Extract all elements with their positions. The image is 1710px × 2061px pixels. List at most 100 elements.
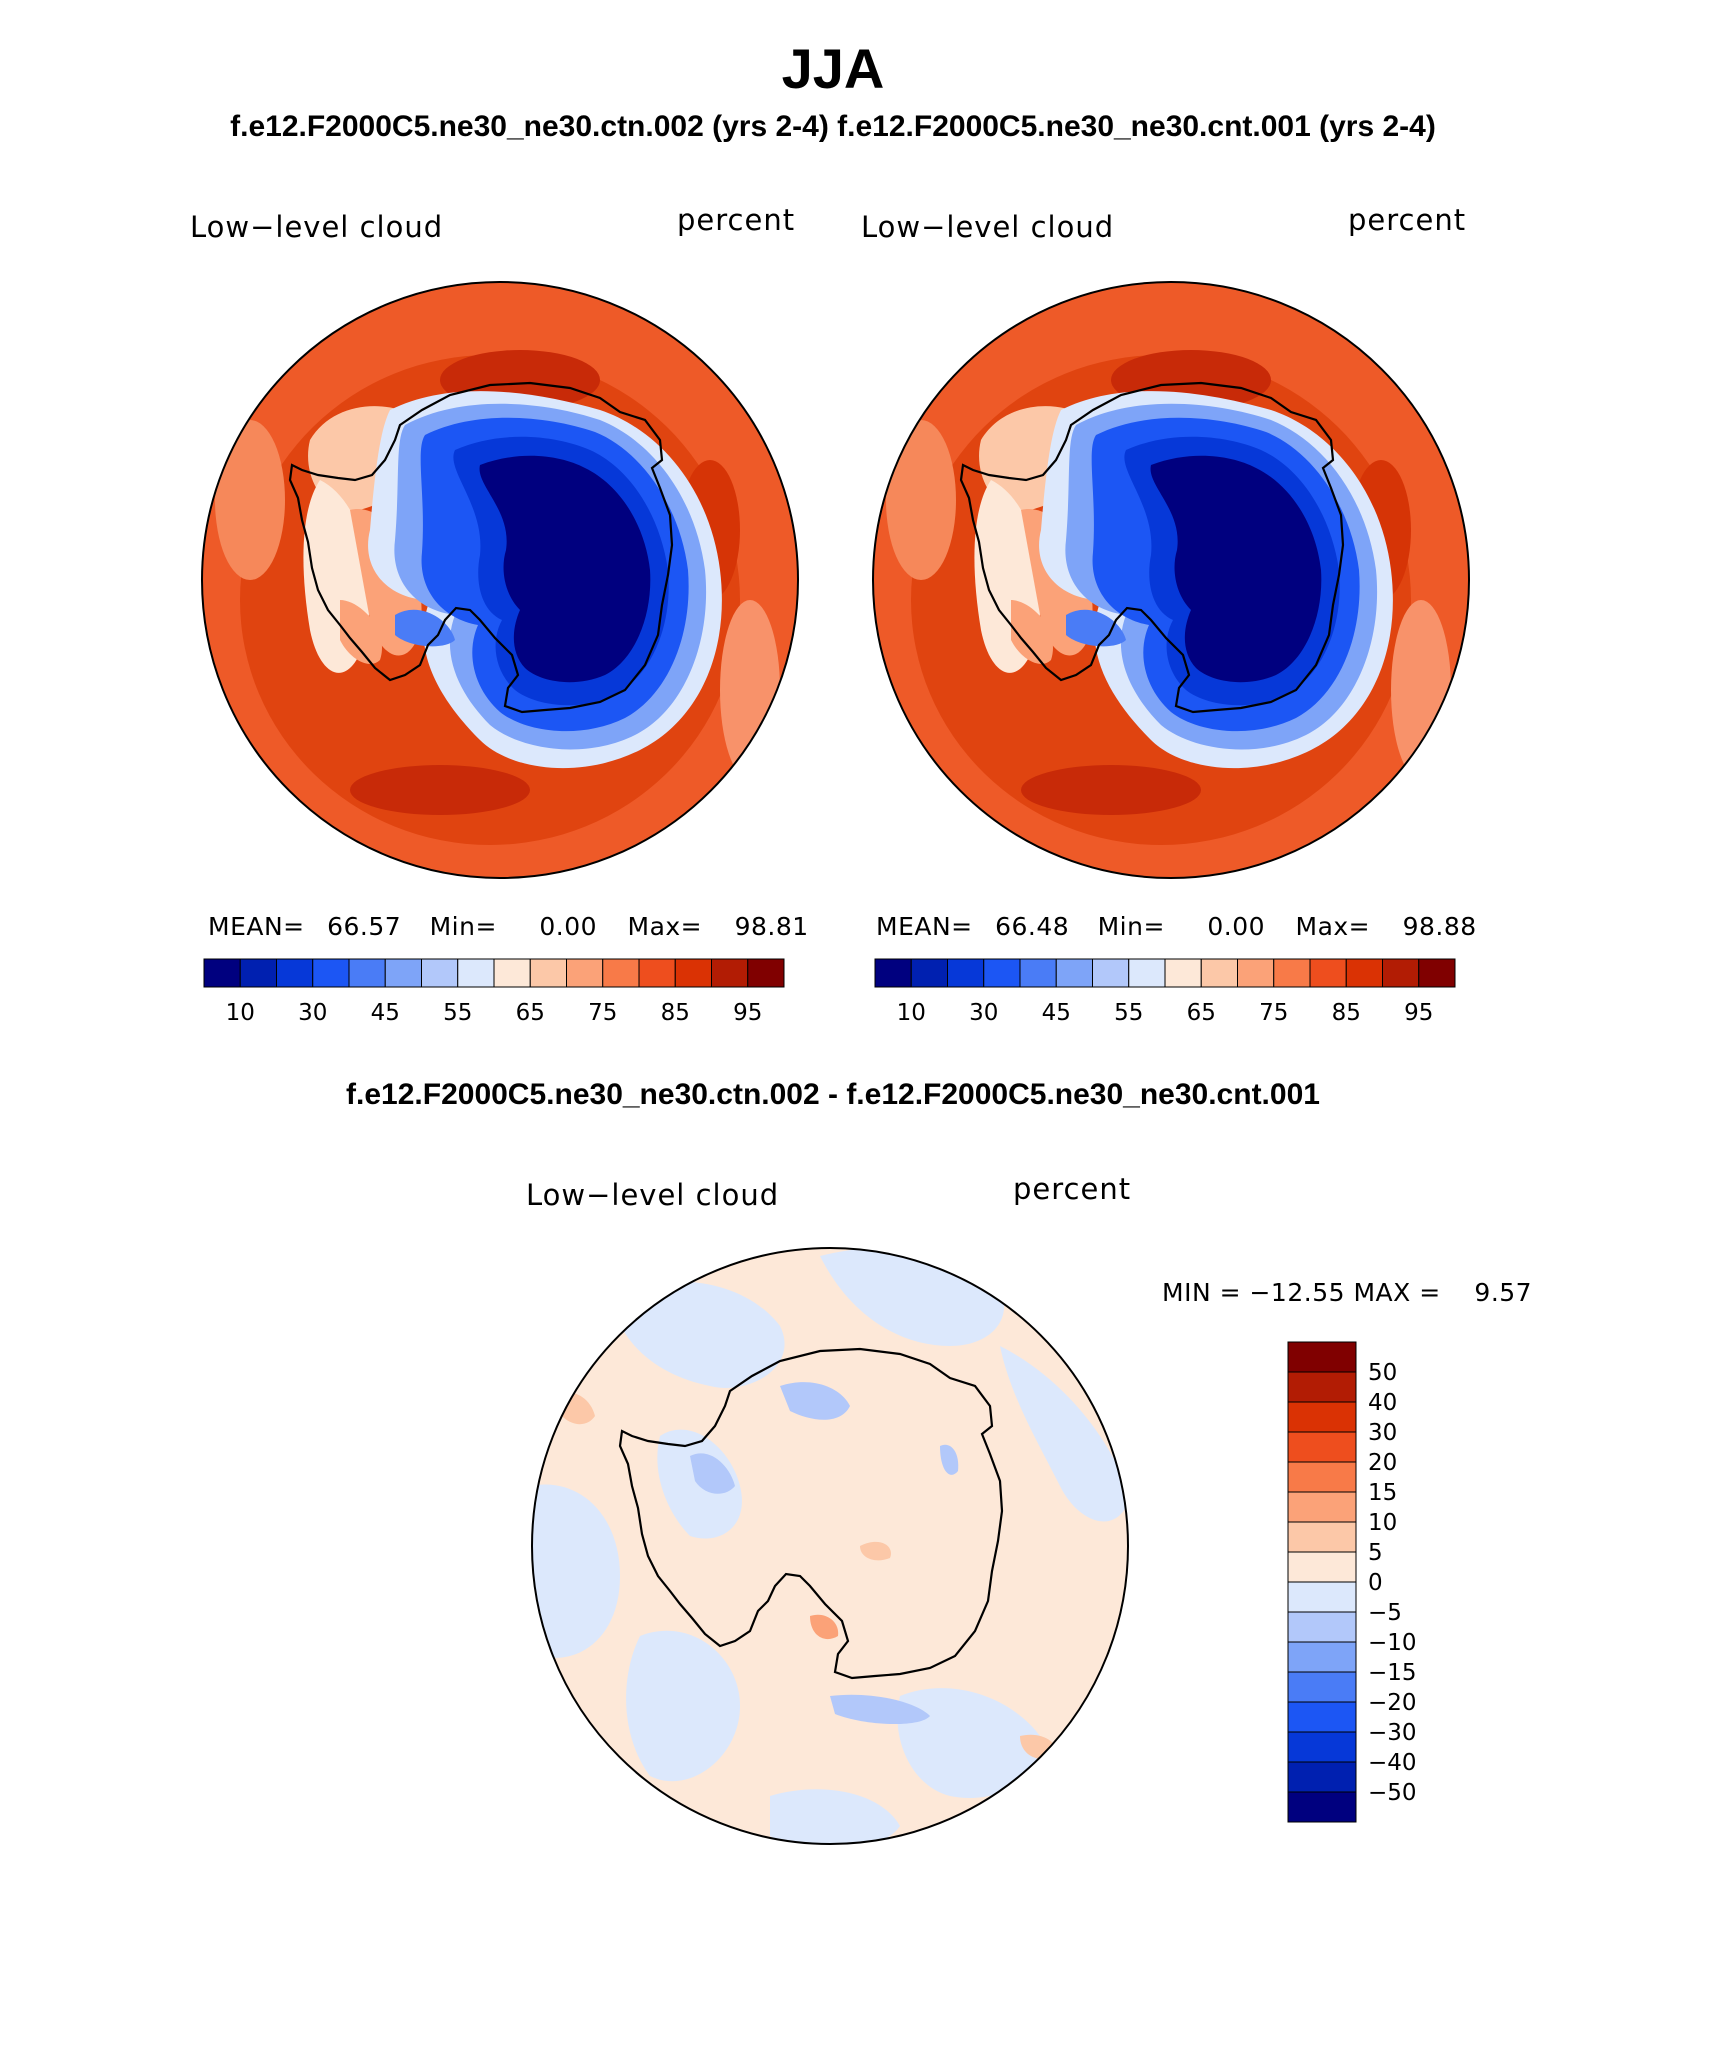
- difference-colorbar-box: [1287, 1551, 1357, 1583]
- difference-colorbar-box: [1287, 1671, 1357, 1703]
- panel1-mean-label: MEAN=: [208, 912, 305, 941]
- diff-min-max: MIN = −12.55 MAX = 9.57: [1162, 1278, 1533, 1307]
- difference-colorbar-tick: −50: [1368, 1780, 1417, 1806]
- panel2-colorbar-tick: 75: [1259, 1000, 1288, 1026]
- difference-colorbar-tick: 5: [1368, 1540, 1383, 1566]
- difference-colorbar-tick: 10: [1368, 1510, 1397, 1536]
- panel1-colorbar: 10 30 45 55 65 75 85 95: [203, 958, 785, 1026]
- panel2-colorbar-tick: 65: [1187, 1000, 1216, 1026]
- panel1-colorbar-box: [674, 958, 712, 988]
- panel2-colorbar-tick: 55: [1114, 1000, 1143, 1026]
- difference-map-border: [531, 1247, 1129, 1845]
- panel1-mean-value: 66.57: [327, 912, 402, 941]
- panel1-colorbar-box: [457, 958, 495, 988]
- panel2-colorbar-box: [1200, 958, 1238, 988]
- panel2-colorbar-tick: 45: [1042, 1000, 1071, 1026]
- difference-colorbar-box: [1287, 1701, 1357, 1733]
- panel1-colorbar-box: [312, 958, 350, 988]
- panel1-colorbar-tick: 95: [733, 1000, 762, 1026]
- panel2-colorbar-box: [1237, 958, 1275, 988]
- difference-title: f.e12.F2000C5.ne30_ne30.ctn.002 - f.e12.…: [346, 1078, 1320, 1111]
- difference-map: [531, 1247, 1129, 1845]
- panel1-colorbar-box: [711, 958, 749, 988]
- panel2-max-value: 98.88: [1402, 912, 1477, 941]
- panel2-colorbar: 10 30 45 55 65 75 85 95: [874, 958, 1456, 1026]
- panel2-mean-value: 66.48: [995, 912, 1070, 941]
- panel2-colorbar-tick: 95: [1404, 1000, 1433, 1026]
- difference-colorbar-tick: 30: [1368, 1420, 1397, 1446]
- panel2-colorbar-box: [1273, 958, 1311, 988]
- panel1-colorbar-tick: 30: [298, 1000, 327, 1026]
- panel2-colorbar-box: [1309, 958, 1347, 988]
- panel1-colorbar-box: [239, 958, 277, 988]
- difference-colorbar-box: [1287, 1791, 1357, 1823]
- panel1-colorbar-box: [602, 958, 640, 988]
- difference-colorbar-tick: 20: [1368, 1450, 1397, 1476]
- panel1-colorbar-box: [529, 958, 567, 988]
- panel1-colorbar-box: [566, 958, 604, 988]
- panel1-colorbar-box: [493, 958, 531, 988]
- difference-colorbar-tick: −5: [1368, 1600, 1402, 1626]
- panel1-map-border: [201, 281, 799, 879]
- panel1-colorbar-box: [747, 958, 785, 988]
- panel1-colorbar-tick: 85: [661, 1000, 690, 1026]
- panel2-colorbar-box: [947, 958, 985, 988]
- panel1-variable-label: Low−level cloud: [190, 210, 444, 244]
- panel2-map-border: [872, 281, 1470, 879]
- difference-colorbar-box: [1287, 1761, 1357, 1793]
- difference-colorbar-tick: 15: [1368, 1480, 1397, 1506]
- panel2-colorbar-tick: 30: [969, 1000, 998, 1026]
- panel1-min-value: 0.00: [539, 912, 598, 941]
- panel2-antarctica-coastline: [959, 381, 1345, 714]
- panel1-max-value: 98.81: [734, 912, 809, 941]
- panel2-colorbar-box: [1418, 958, 1456, 988]
- panel2-colorbar-box: [1164, 958, 1202, 988]
- panel1-colorbar-box: [203, 958, 241, 988]
- panel1-max-label: Max=: [627, 912, 703, 941]
- panel2-units-label: percent: [1348, 203, 1467, 237]
- diff-units-label: percent: [1013, 1172, 1132, 1206]
- difference-colorbar-box: [1287, 1611, 1357, 1643]
- difference-colorbar-tick: −20: [1368, 1690, 1417, 1716]
- panel2-colorbar-box: [910, 958, 948, 988]
- diff-variable-label: Low−level cloud: [526, 1178, 780, 1212]
- difference-colorbar-tick: −15: [1368, 1660, 1417, 1686]
- panel2-colorbar-box: [1382, 958, 1420, 988]
- panel1-colorbar-box: [638, 958, 676, 988]
- difference-colorbar-tick: 0: [1368, 1570, 1383, 1596]
- difference-colorbar-box: [1287, 1521, 1357, 1553]
- difference-colorbar-tick: −40: [1368, 1750, 1417, 1776]
- difference-colorbar-box: [1287, 1431, 1357, 1463]
- panel1-colorbar-tick: 10: [226, 1000, 255, 1026]
- panel1-units-label: percent: [677, 203, 796, 237]
- panel2-variable-label: Low−level cloud: [861, 210, 1115, 244]
- difference-contours: [532, 1248, 1128, 1844]
- panel2-colorbar-box: [1019, 958, 1057, 988]
- case-comparison-title: f.e12.F2000C5.ne30_ne30.ctn.002 (yrs 2-4…: [230, 110, 1436, 143]
- panel2-mean-label: MEAN=: [876, 912, 973, 941]
- panel1-colorbar-box: [421, 958, 459, 988]
- panel1-colorbar-box: [384, 958, 422, 988]
- difference-colorbar-tick: 40: [1368, 1390, 1397, 1416]
- difference-colorbar-box: [1287, 1401, 1357, 1433]
- panel2-colorbar-tick: 85: [1332, 1000, 1361, 1026]
- difference-colorbar-box: [1287, 1581, 1357, 1613]
- panel2-colorbar-box: [983, 958, 1021, 988]
- difference-colorbar-box: [1287, 1491, 1357, 1523]
- panel2-max-label: Max=: [1295, 912, 1371, 941]
- difference-colorbar-tick: −10: [1368, 1630, 1417, 1656]
- panel2-colorbar-box: [1128, 958, 1166, 988]
- panel1-colorbar-tick: 45: [371, 1000, 400, 1026]
- panel2-min-label: Min=: [1097, 912, 1165, 941]
- panel1-contours: [202, 282, 798, 878]
- panel2-contours: [873, 282, 1469, 878]
- panel2-stats: MEAN= 66.48 Min= 0.00 Max= 98.88: [876, 912, 1477, 941]
- panel1-antarctica-coastline: [288, 381, 674, 714]
- difference-colorbar-box: [1287, 1641, 1357, 1673]
- panel1-min-label: Min=: [429, 912, 497, 941]
- difference-colorbar-box: [1287, 1341, 1357, 1373]
- panel1-colorbar-tick: 55: [443, 1000, 472, 1026]
- difference-antarctica-coastline: [618, 1347, 1004, 1680]
- panel2-colorbar-box: [874, 958, 912, 988]
